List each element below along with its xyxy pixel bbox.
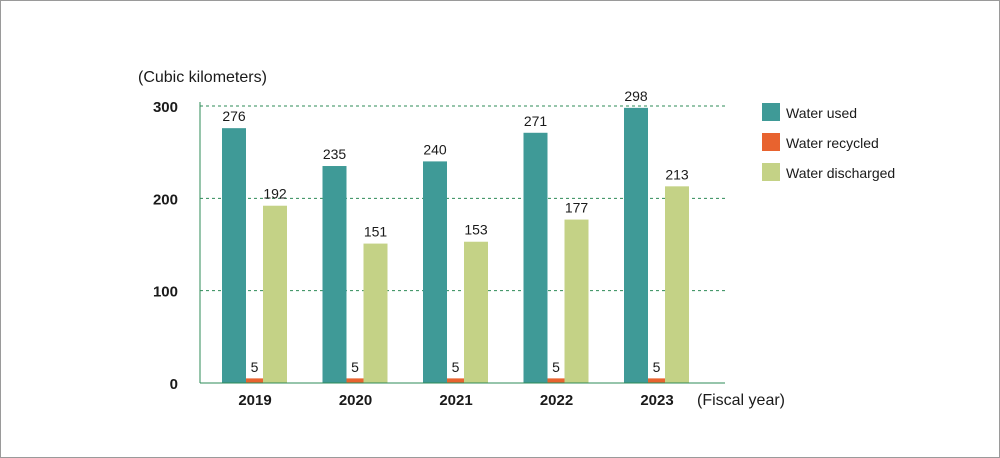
y-tick-label: 200 bbox=[153, 191, 178, 208]
bar-water-used-2022 bbox=[523, 132, 548, 383]
bar-water-used-2020 bbox=[322, 166, 347, 383]
bar-water-recycled-2023 bbox=[648, 378, 665, 383]
y-tick-label: 100 bbox=[153, 284, 178, 301]
data-label-water-recycled: 5 bbox=[653, 359, 661, 375]
bar-water-recycled-2022 bbox=[547, 378, 565, 383]
data-label-water-used: 240 bbox=[423, 141, 447, 157]
bar-layer bbox=[222, 107, 689, 383]
bar-water-recycled-2020 bbox=[346, 378, 364, 383]
y-axis-label: (Cubic kilometers) bbox=[138, 69, 267, 86]
data-label-water-discharged: 153 bbox=[464, 222, 488, 238]
data-label-water-discharged: 192 bbox=[263, 186, 287, 202]
x-axis-label: (Fiscal year) bbox=[697, 392, 785, 409]
y-tick-label: 300 bbox=[153, 99, 178, 116]
legend-label-water-recycled: Water recycled bbox=[786, 135, 879, 151]
bar-water-used-2019 bbox=[222, 128, 246, 383]
legend-swatch-water-used bbox=[762, 103, 780, 121]
legend-swatch-water-discharged bbox=[762, 163, 780, 181]
legend: Water used Water recycled Water discharged bbox=[762, 103, 895, 181]
legend-label-water-used: Water used bbox=[786, 105, 857, 121]
data-label-water-discharged: 213 bbox=[665, 166, 689, 182]
bar-water-discharged-2023 bbox=[665, 186, 689, 383]
data-label-water-used: 276 bbox=[222, 108, 246, 124]
x-tick-label: 2020 bbox=[339, 392, 372, 409]
axis-layer: 0 100 200 300 2019 2020 2021 2022 2023 bbox=[153, 99, 725, 409]
legend-swatch-water-recycled bbox=[762, 133, 780, 151]
y-tick-label: 0 bbox=[170, 376, 178, 393]
data-label-water-used: 235 bbox=[323, 146, 347, 162]
bar-water-discharged-2019 bbox=[263, 205, 287, 383]
x-tick-label: 2021 bbox=[439, 392, 472, 409]
bar-water-used-2021 bbox=[423, 161, 447, 383]
bar-water-discharged-2021 bbox=[464, 241, 488, 383]
x-tick-label: 2022 bbox=[540, 392, 573, 409]
legend-label-water-discharged: Water discharged bbox=[786, 165, 895, 181]
data-label-water-recycled: 5 bbox=[351, 359, 359, 375]
data-label-water-recycled: 5 bbox=[552, 359, 560, 375]
bar-water-used-2023 bbox=[624, 107, 648, 383]
bar-water-recycled-2019 bbox=[246, 378, 263, 383]
data-label-water-used: 298 bbox=[624, 88, 648, 104]
label-layer: 276 5 192 235 5 151 240 5 153 271 5 177 298 5 213 bbox=[222, 88, 689, 375]
bar-water-discharged-2022 bbox=[564, 219, 589, 383]
data-label-water-used: 271 bbox=[524, 113, 548, 129]
data-label-water-recycled: 5 bbox=[452, 359, 460, 375]
x-tick-label: 2019 bbox=[238, 392, 271, 409]
data-label-water-discharged: 177 bbox=[565, 200, 589, 216]
data-label-water-recycled: 5 bbox=[251, 359, 259, 375]
x-tick-label: 2023 bbox=[640, 392, 673, 409]
bar-water-recycled-2021 bbox=[447, 378, 464, 383]
bar-water-discharged-2020 bbox=[363, 243, 388, 383]
data-label-water-discharged: 151 bbox=[364, 224, 388, 240]
